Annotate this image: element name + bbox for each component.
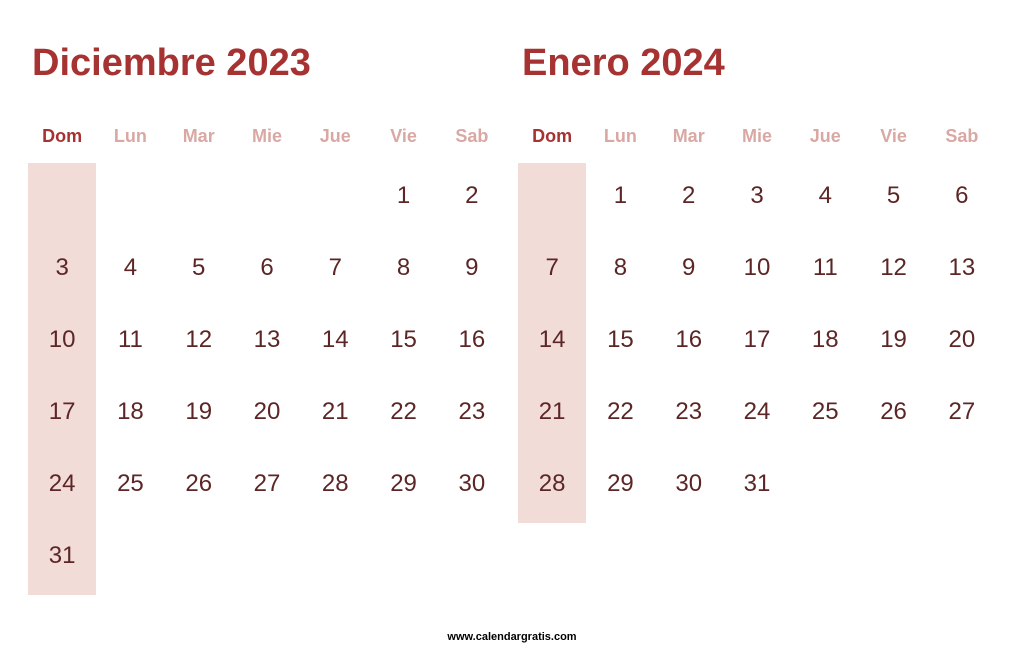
day-cell — [928, 448, 996, 520]
day-cell: 1 — [369, 160, 437, 232]
day-cell: 18 — [96, 376, 164, 448]
day-cell: 12 — [859, 232, 927, 304]
day-cell — [791, 448, 859, 520]
watermark: www.calendargratis.com — [447, 631, 576, 643]
day-cell: 12 — [165, 304, 233, 376]
day-cell: 5 — [859, 160, 927, 232]
day-cell: 24 — [723, 376, 791, 448]
day-cell: 9 — [438, 232, 506, 304]
day-cell: 13 — [928, 232, 996, 304]
day-cell: 21 — [301, 376, 369, 448]
day-cell — [233, 520, 301, 592]
day-cell — [233, 160, 301, 232]
day-header: Mie — [723, 113, 791, 160]
day-cell: 2 — [438, 160, 506, 232]
day-cell — [301, 520, 369, 592]
day-cell: 1 — [586, 160, 654, 232]
day-header: Lun — [96, 113, 164, 160]
day-cell — [165, 160, 233, 232]
day-cell: 31 — [28, 520, 96, 592]
day-cell: 30 — [655, 448, 723, 520]
day-cell: 23 — [438, 376, 506, 448]
month-title-january: Enero 2024 — [518, 42, 996, 85]
day-header: Jue — [301, 113, 369, 160]
day-header: Dom — [518, 113, 586, 160]
day-cell: 28 — [518, 448, 586, 520]
day-header: Mar — [165, 113, 233, 160]
day-cell: 9 — [655, 232, 723, 304]
grid-january: DomLunMarMieJueVieSab1234567891011121314… — [518, 113, 996, 520]
day-cell: 16 — [438, 304, 506, 376]
day-cell: 3 — [28, 232, 96, 304]
day-cell — [438, 520, 506, 592]
day-cell: 4 — [791, 160, 859, 232]
day-cell: 6 — [928, 160, 996, 232]
day-cell: 14 — [301, 304, 369, 376]
day-cell — [369, 520, 437, 592]
day-cell: 22 — [369, 376, 437, 448]
day-cell: 5 — [165, 232, 233, 304]
day-cell: 25 — [96, 448, 164, 520]
day-cell: 21 — [518, 376, 586, 448]
day-header: Sab — [928, 113, 996, 160]
day-header: Lun — [586, 113, 654, 160]
day-cell: 13 — [233, 304, 301, 376]
day-header: Sab — [438, 113, 506, 160]
day-cell: 28 — [301, 448, 369, 520]
day-cell: 7 — [518, 232, 586, 304]
day-cell: 26 — [165, 448, 233, 520]
day-cell: 2 — [655, 160, 723, 232]
day-cell — [96, 160, 164, 232]
day-cell: 23 — [655, 376, 723, 448]
day-cell: 3 — [723, 160, 791, 232]
day-cell: 8 — [369, 232, 437, 304]
day-cell: 31 — [723, 448, 791, 520]
grid-december: DomLunMarMieJueVieSab1234567891011121314… — [28, 113, 506, 592]
month-december: Diciembre 2023 DomLunMarMieJueVieSab1234… — [28, 42, 506, 592]
day-cell — [301, 160, 369, 232]
day-cell: 18 — [791, 304, 859, 376]
day-cell: 17 — [28, 376, 96, 448]
day-header: Mie — [233, 113, 301, 160]
day-cell — [518, 160, 586, 232]
month-january: Enero 2024 DomLunMarMieJueVieSab12345678… — [518, 42, 996, 592]
day-cell: 27 — [233, 448, 301, 520]
day-cell: 25 — [791, 376, 859, 448]
day-cell: 20 — [928, 304, 996, 376]
day-cell: 7 — [301, 232, 369, 304]
day-cell: 26 — [859, 376, 927, 448]
day-cell: 10 — [723, 232, 791, 304]
day-cell: 19 — [859, 304, 927, 376]
day-header: Mar — [655, 113, 723, 160]
day-header: Vie — [369, 113, 437, 160]
day-header: Jue — [791, 113, 859, 160]
calendar-container: Diciembre 2023 DomLunMarMieJueVieSab1234… — [0, 0, 1024, 592]
day-cell: 11 — [791, 232, 859, 304]
day-cell: 14 — [518, 304, 586, 376]
day-cell: 22 — [586, 376, 654, 448]
day-cell: 4 — [96, 232, 164, 304]
day-cell: 19 — [165, 376, 233, 448]
day-header: Vie — [859, 113, 927, 160]
day-cell: 6 — [233, 232, 301, 304]
day-cell: 16 — [655, 304, 723, 376]
day-cell: 20 — [233, 376, 301, 448]
day-cell: 15 — [369, 304, 437, 376]
day-cell: 29 — [369, 448, 437, 520]
day-cell: 17 — [723, 304, 791, 376]
month-title-december: Diciembre 2023 — [28, 42, 506, 85]
day-cell: 27 — [928, 376, 996, 448]
day-cell — [859, 448, 927, 520]
day-cell: 15 — [586, 304, 654, 376]
day-cell — [165, 520, 233, 592]
day-cell: 8 — [586, 232, 654, 304]
day-cell: 24 — [28, 448, 96, 520]
day-header: Dom — [28, 113, 96, 160]
day-cell: 10 — [28, 304, 96, 376]
day-cell — [28, 160, 96, 232]
day-cell — [96, 520, 164, 592]
day-cell: 11 — [96, 304, 164, 376]
day-cell: 29 — [586, 448, 654, 520]
day-cell: 30 — [438, 448, 506, 520]
